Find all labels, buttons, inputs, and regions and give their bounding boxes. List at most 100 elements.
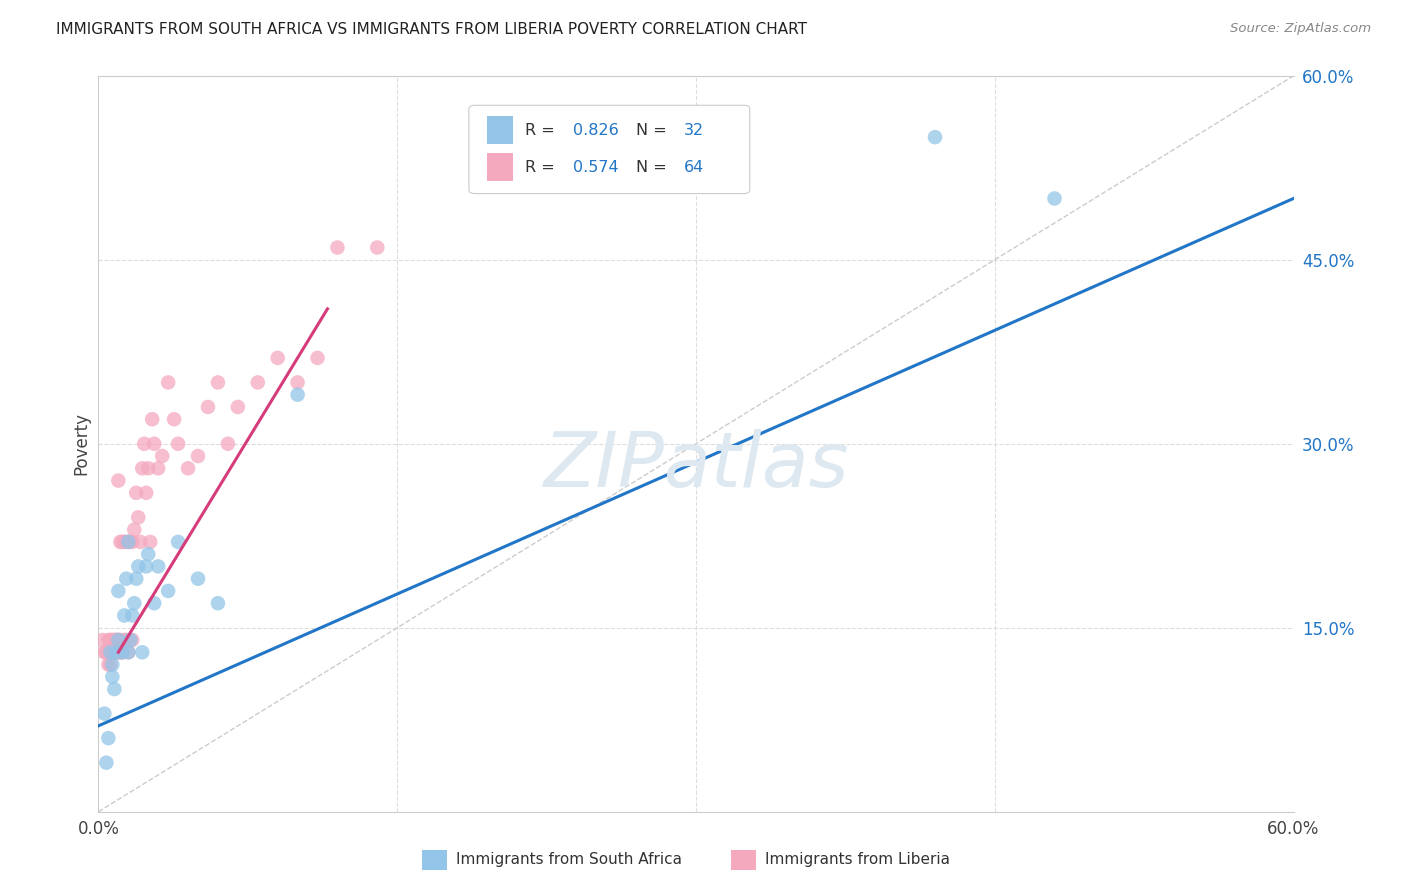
- Text: 0.574: 0.574: [572, 160, 619, 175]
- Point: [107, 633, 129, 648]
- Point: [366, 240, 388, 254]
- Point: [135, 485, 157, 500]
- Text: R =: R =: [524, 123, 560, 137]
- Text: R =: R =: [524, 160, 560, 175]
- Point: [217, 436, 239, 450]
- Point: [93, 706, 115, 721]
- Point: [167, 534, 190, 549]
- Point: [111, 645, 134, 659]
- Text: Immigrants from Liberia: Immigrants from Liberia: [765, 853, 950, 867]
- Point: [246, 376, 269, 390]
- Point: [101, 645, 124, 659]
- Point: [107, 645, 129, 659]
- Point: [97, 633, 120, 648]
- Point: [127, 510, 149, 524]
- Bar: [486, 153, 513, 181]
- Point: [103, 681, 125, 696]
- Text: N =: N =: [637, 160, 672, 175]
- Point: [97, 645, 120, 659]
- Point: [125, 485, 148, 500]
- Point: [163, 412, 186, 426]
- Point: [101, 657, 124, 672]
- Point: [117, 645, 139, 659]
- Point: [134, 436, 156, 450]
- Point: [135, 559, 157, 574]
- Point: [107, 633, 129, 648]
- Point: [924, 130, 946, 145]
- Point: [207, 376, 229, 390]
- Point: [115, 633, 138, 648]
- Point: [97, 731, 120, 746]
- Point: [131, 645, 153, 659]
- Point: [148, 559, 170, 574]
- Point: [136, 461, 159, 475]
- Point: [103, 645, 125, 659]
- FancyBboxPatch shape: [470, 105, 749, 194]
- Point: [111, 645, 134, 659]
- Point: [96, 645, 118, 659]
- Point: [148, 461, 170, 475]
- Point: [107, 583, 129, 598]
- Point: [93, 645, 115, 659]
- Point: [97, 657, 120, 672]
- Point: [197, 400, 219, 414]
- Text: N =: N =: [637, 123, 672, 137]
- Point: [98, 657, 122, 672]
- Text: IMMIGRANTS FROM SOUTH AFRICA VS IMMIGRANTS FROM LIBERIA POVERTY CORRELATION CHAR: IMMIGRANTS FROM SOUTH AFRICA VS IMMIGRAN…: [56, 22, 807, 37]
- Bar: [486, 116, 513, 145]
- Point: [112, 534, 135, 549]
- Point: [112, 633, 135, 648]
- Point: [115, 534, 138, 549]
- Point: [157, 583, 180, 598]
- Point: [121, 608, 143, 623]
- Point: [101, 670, 124, 684]
- Point: [110, 633, 132, 648]
- Point: [117, 534, 139, 549]
- Point: [105, 645, 128, 659]
- Point: [326, 240, 349, 254]
- Point: [167, 436, 190, 450]
- Point: [91, 633, 114, 648]
- Point: [96, 756, 118, 770]
- Text: Source: ZipAtlas.com: Source: ZipAtlas.com: [1230, 22, 1371, 36]
- Text: 32: 32: [685, 123, 704, 137]
- Point: [121, 633, 143, 648]
- Point: [105, 645, 128, 659]
- Point: [143, 596, 166, 610]
- Point: [1043, 191, 1066, 205]
- Point: [98, 633, 122, 648]
- Point: [124, 596, 146, 610]
- Point: [131, 461, 153, 475]
- Point: [125, 572, 148, 586]
- Point: [107, 474, 129, 488]
- Point: [139, 534, 162, 549]
- Point: [115, 572, 138, 586]
- Point: [111, 534, 134, 549]
- Point: [141, 412, 163, 426]
- Point: [105, 633, 128, 648]
- Point: [207, 596, 229, 610]
- Point: [117, 534, 139, 549]
- Point: [136, 547, 159, 561]
- Point: [157, 376, 180, 390]
- Point: [110, 534, 132, 549]
- Point: [177, 461, 200, 475]
- Y-axis label: Poverty: Poverty: [72, 412, 90, 475]
- Point: [101, 633, 124, 648]
- Point: [105, 633, 128, 648]
- Point: [287, 376, 309, 390]
- Point: [150, 449, 173, 463]
- Point: [287, 387, 309, 401]
- Text: ZIPatlas: ZIPatlas: [543, 429, 849, 503]
- Point: [107, 645, 129, 659]
- Point: [143, 436, 166, 450]
- Point: [111, 645, 134, 659]
- Point: [101, 645, 124, 659]
- Point: [103, 645, 125, 659]
- Point: [98, 645, 122, 659]
- Point: [103, 633, 125, 648]
- Point: [129, 534, 152, 549]
- Point: [120, 633, 142, 648]
- Point: [117, 645, 139, 659]
- Text: 0.826: 0.826: [572, 123, 619, 137]
